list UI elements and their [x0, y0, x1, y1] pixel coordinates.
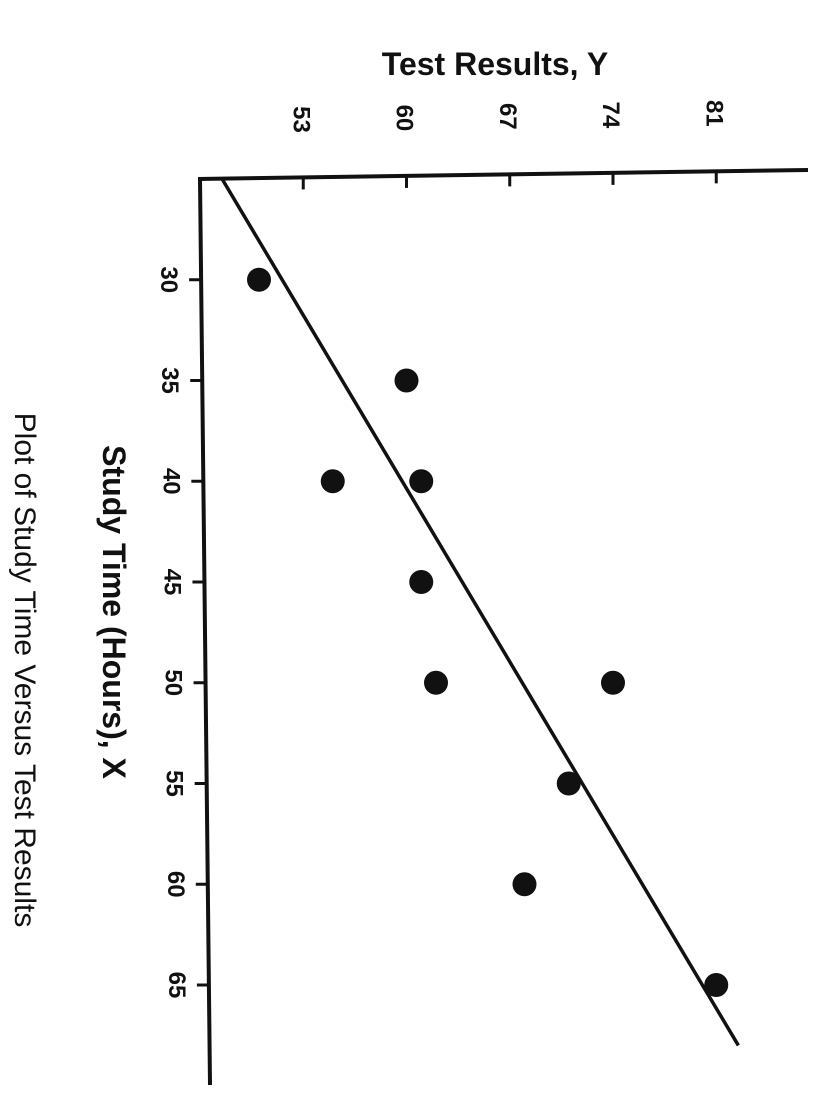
trend-line [220, 178, 740, 1047]
data-points [247, 267, 729, 997]
data-point [247, 267, 271, 292]
x-axis-title: Study Time (Hours), X [96, 445, 132, 779]
chart-caption: Plot of Study Time Versus Test Results [8, 413, 41, 928]
y-tick-label: 60 [391, 105, 418, 132]
x-tick-label: 30 [155, 266, 182, 293]
data-point [409, 469, 434, 494]
data-point [424, 670, 448, 695]
x-axis-line [198, 178, 212, 1086]
data-point [601, 670, 625, 695]
x-tick-label: 35 [156, 367, 183, 394]
plot-area: 30 35 40 45 50 55 60 65 53 60 67 74 81 [155, 100, 809, 1086]
x-tick-label: 50 [160, 669, 187, 696]
x-tick-label: 45 [158, 569, 185, 596]
data-point [556, 771, 581, 796]
y-tick-label: 53 [287, 106, 314, 133]
x-tick-label: 65 [163, 972, 190, 999]
y-tick-label: 81 [700, 100, 727, 127]
x-tick-label: 40 [157, 468, 184, 495]
y-axis-ticks: 53 60 67 74 81 [287, 100, 727, 190]
data-point [704, 973, 729, 997]
data-point [512, 872, 537, 897]
data-point [409, 570, 434, 594]
y-axis-line [197, 168, 809, 181]
y-tick-label: 67 [494, 103, 521, 130]
data-point [394, 368, 419, 393]
y-axis-title: Test Results, Y [382, 46, 608, 82]
data-point [320, 469, 345, 494]
x-tick-label: 55 [161, 770, 188, 797]
x-axis-ticks: 30 35 40 45 50 55 60 65 [155, 266, 209, 998]
y-tick-label: 74 [597, 102, 624, 129]
x-tick-label: 60 [162, 871, 189, 898]
